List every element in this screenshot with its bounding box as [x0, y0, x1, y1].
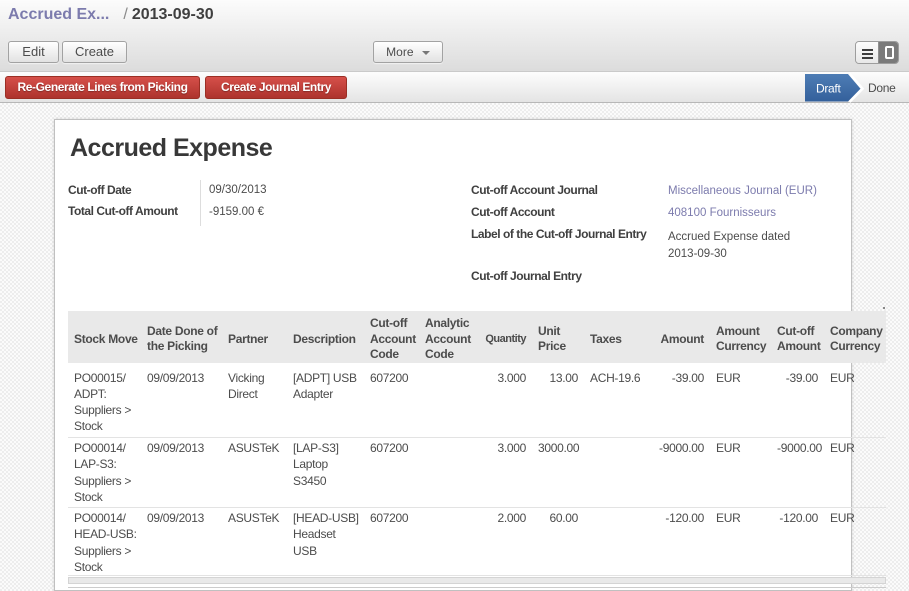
- svg-text:Draft: Draft: [816, 82, 841, 96]
